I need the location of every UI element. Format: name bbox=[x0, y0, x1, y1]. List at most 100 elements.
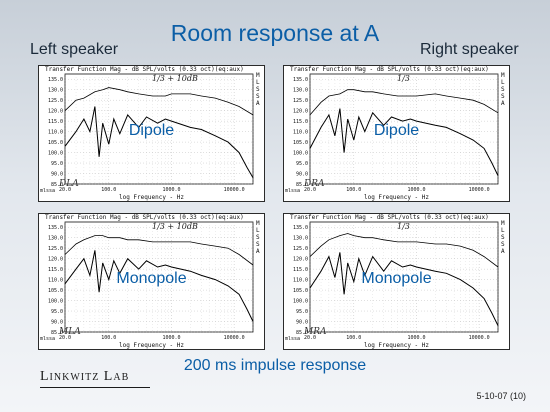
y-tick-label: 130.0 bbox=[293, 88, 308, 94]
chart-id: MLA bbox=[59, 327, 81, 337]
chart-svg: 85.0 90.0 95.0 100.0 105.0 110.0 115.0 120.0 125… bbox=[48, 73, 254, 193]
y-tick-label: 115.0 bbox=[48, 267, 63, 273]
y-tick-label: 115.0 bbox=[293, 267, 308, 273]
chart-label: Dipole bbox=[128, 122, 175, 139]
y-tick-label: 125.0 bbox=[48, 246, 63, 252]
y-tick-label: 110.0 bbox=[48, 278, 63, 284]
chart-xlabel: log Frequency - Hz bbox=[363, 342, 430, 349]
y-tick-label: 100.0 bbox=[48, 299, 63, 305]
plot-frame bbox=[309, 221, 499, 333]
chart-panel-dipole-left: 85.0 90.0 95.0 100.0 105.0 110.0 115.0 120.0 125… bbox=[38, 65, 265, 202]
y-tick-label: 90.0 bbox=[296, 320, 308, 326]
x-tick-label: 1000.0 bbox=[162, 187, 180, 193]
y-tick-label: 110.0 bbox=[293, 130, 308, 136]
chart-label: Monopole bbox=[361, 270, 432, 287]
y-tick-label: 105.0 bbox=[48, 288, 63, 294]
chart-annotation: 1/3 + 10dB bbox=[152, 74, 198, 83]
y-tick-label: 120.0 bbox=[48, 109, 63, 115]
y-tick-label: 100.0 bbox=[48, 151, 63, 157]
y-tick-label: 95.0 bbox=[51, 161, 63, 167]
chart-title: Transfer Function Mag - dB SPL/volts (0.… bbox=[290, 66, 489, 73]
x-tick-label: 20.0 bbox=[304, 187, 316, 193]
y-tick-label: 115.0 bbox=[293, 119, 308, 125]
chart-annotation: 1/3 bbox=[397, 222, 410, 231]
slide-title: Room response at A bbox=[170, 20, 380, 46]
y-tick-label: 120.0 bbox=[293, 257, 308, 263]
chart-svg: 85.0 90.0 95.0 100.0 105.0 110.0 115.0 120.0 125… bbox=[293, 221, 499, 341]
y-tick-label: 110.0 bbox=[48, 130, 63, 136]
plot-frame bbox=[64, 73, 254, 185]
mlssa-label: MLSSA bbox=[256, 72, 260, 107]
y-tick-label: 130.0 bbox=[48, 236, 63, 242]
x-tick-label: 100.0 bbox=[346, 335, 361, 341]
y-tick-label: 135.0 bbox=[293, 77, 308, 83]
y-tick-label: 105.0 bbox=[293, 288, 308, 294]
y-tick-label: 95.0 bbox=[51, 309, 63, 315]
mlssa-label: MLSSA bbox=[501, 220, 505, 255]
y-tick-label: 125.0 bbox=[293, 98, 308, 104]
x-tick-label: 20.0 bbox=[304, 335, 316, 341]
y-tick-label: 135.0 bbox=[48, 77, 63, 83]
y-tick-label: 130.0 bbox=[293, 236, 308, 242]
y-tick-label: 95.0 bbox=[296, 309, 308, 315]
y-tick-label: 110.0 bbox=[293, 278, 308, 284]
series-line-lower bbox=[64, 250, 254, 322]
chart-label: Monopole bbox=[116, 270, 187, 287]
y-tick-label: 95.0 bbox=[296, 161, 308, 167]
mlssa-label: MLSSA bbox=[501, 72, 505, 107]
y-tick-label: 120.0 bbox=[48, 257, 63, 263]
chart-panel-dipole-right: 85.0 90.0 95.0 100.0 105.0 110.0 115.0 120.0 125… bbox=[283, 65, 510, 202]
y-tick-label: 90.0 bbox=[51, 172, 63, 178]
brand-underline bbox=[40, 387, 150, 388]
chart-panel-monopole-right: 85.0 90.0 95.0 100.0 105.0 110.0 115.0 120.0 125… bbox=[283, 213, 510, 350]
y-tick-label: 120.0 bbox=[293, 109, 308, 115]
x-tick-label: 1000.0 bbox=[407, 335, 425, 341]
series-line-upper bbox=[309, 233, 499, 268]
series-line-lower bbox=[309, 252, 499, 326]
y-tick-label: 85.0 bbox=[51, 182, 63, 188]
chart-corner-label: mlssa bbox=[40, 188, 56, 194]
x-tick-label: 10000.0 bbox=[469, 335, 490, 341]
mlssa-label: MLSSA bbox=[256, 220, 260, 255]
chart-xlabel: log Frequency - Hz bbox=[118, 342, 185, 349]
x-tick-label: 10000.0 bbox=[224, 335, 245, 341]
chart-xlabel: log Frequency - Hz bbox=[363, 194, 430, 201]
series-line-upper bbox=[309, 89, 499, 116]
plot-frame bbox=[64, 221, 254, 333]
x-tick-label: 20.0 bbox=[59, 187, 71, 193]
y-tick-label: 100.0 bbox=[293, 151, 308, 157]
series-line-upper bbox=[64, 87, 254, 116]
x-tick-label: 100.0 bbox=[101, 187, 116, 193]
y-tick-label: 90.0 bbox=[296, 172, 308, 178]
x-tick-label: 1000.0 bbox=[407, 187, 425, 193]
slide-date: 5-10-07 (10) bbox=[476, 391, 526, 401]
chart-title: Transfer Function Mag - dB SPL/volts (0.… bbox=[290, 214, 489, 221]
y-tick-label: 125.0 bbox=[48, 98, 63, 104]
x-tick-label: 1000.0 bbox=[162, 335, 180, 341]
chart-id: MRA bbox=[304, 327, 327, 337]
chart-svg: 85.0 90.0 95.0 100.0 105.0 110.0 115.0 120.0 125… bbox=[293, 73, 499, 193]
y-tick-label: 125.0 bbox=[293, 246, 308, 252]
y-tick-label: 100.0 bbox=[293, 299, 308, 305]
chart-corner-label: mlssa bbox=[285, 336, 301, 342]
chart-annotation: 1/3 bbox=[397, 74, 410, 83]
series-line-lower bbox=[64, 106, 254, 178]
y-tick-label: 85.0 bbox=[296, 182, 308, 188]
chart-id: DRA bbox=[304, 179, 325, 189]
y-tick-label: 85.0 bbox=[51, 330, 63, 336]
y-tick-label: 115.0 bbox=[48, 119, 63, 125]
chart-id: DLA bbox=[59, 179, 79, 189]
chart-title: Transfer Function Mag - dB SPL/volts (0.… bbox=[45, 214, 244, 221]
chart-annotation: 1/3 + 10dB bbox=[152, 222, 198, 231]
chart-label: Dipole bbox=[373, 122, 420, 139]
plot-frame bbox=[309, 73, 499, 185]
x-tick-label: 10000.0 bbox=[469, 187, 490, 193]
x-tick-label: 10000.0 bbox=[224, 187, 245, 193]
y-tick-label: 135.0 bbox=[293, 225, 308, 231]
y-tick-label: 130.0 bbox=[48, 88, 63, 94]
chart-title: Transfer Function Mag - dB SPL/volts (0.… bbox=[45, 66, 244, 73]
chart-corner-label: mlssa bbox=[285, 188, 301, 194]
y-tick-label: 85.0 bbox=[296, 330, 308, 336]
y-tick-label: 105.0 bbox=[48, 140, 63, 146]
chart-corner-label: mlssa bbox=[40, 336, 56, 342]
